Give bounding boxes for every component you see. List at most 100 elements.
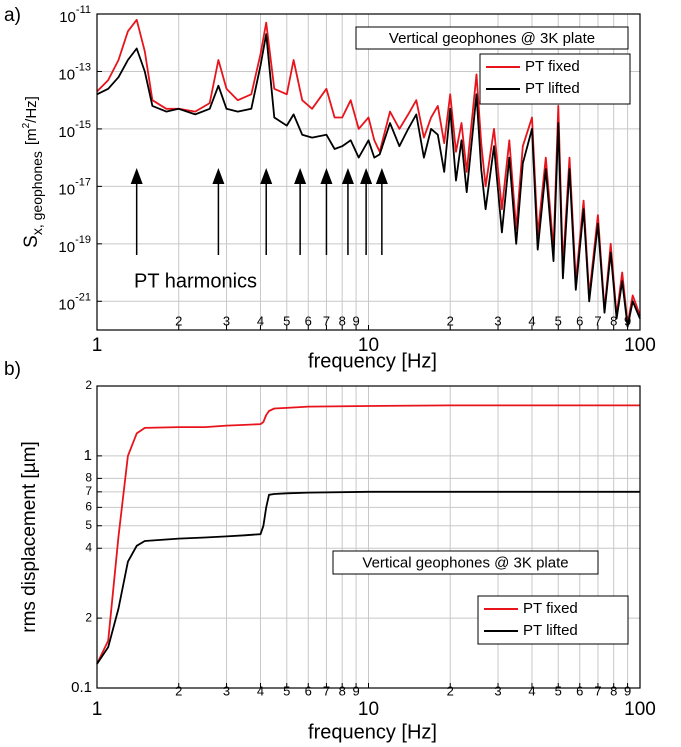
y-tick-label: 2 [85,610,92,624]
x-tick-label: 8 [610,683,617,698]
y-tick-label: 5 [85,518,92,532]
x-tick-label: 3 [494,313,501,328]
y-label-unit-end: /Hz] [23,96,40,123]
x-tick-label: 4 [528,683,535,698]
harmonic-arrow-head [375,168,388,184]
x-tick-label: 100 [624,335,656,356]
legend-label: PT fixed [525,58,580,75]
y-tick-label: 10-21 [58,291,91,313]
x-tick-label: 7 [323,683,330,698]
y-tick-label: 10-17 [58,176,91,198]
y-tick-exponent: -13 [75,61,91,73]
x-tick-label: 3 [494,683,501,698]
harmonic-arrow-head [294,168,307,184]
x-tick-label: 2 [447,313,454,328]
x-tick-label: 8 [339,313,346,328]
y-tick-label: 6 [85,500,92,514]
series-line [96,33,641,328]
x-tick-label: 4 [257,313,264,328]
x-tick-label: 1 [92,335,103,356]
x-tick-label: 9 [352,313,359,328]
y-axis-label: rms displacement [µm] [19,441,40,633]
y-tick-exponent: -17 [75,176,91,188]
y-tick-exponent: -11 [76,4,91,16]
x-tick-label: 2 [175,683,182,698]
y-tick-label: 10-15 [58,119,91,141]
y-tick-exponent: -15 [75,119,91,131]
x-tick-label: 100 [624,699,656,720]
x-tick-label: 3 [223,313,230,328]
x-tick-label: 9 [624,683,631,698]
harmonic-arrow-head [130,168,143,184]
x-tick-label: 6 [576,313,583,328]
y-tick-base: 10 [58,124,75,141]
x-tick-label: 7 [594,683,601,698]
x-tick-label: 10 [358,699,379,720]
panel-label: a) [4,5,21,26]
annotation-text: PT harmonics [134,270,257,292]
x-axis-label: frequency [Hz] [308,721,437,743]
y-label-main: S [21,235,42,248]
x-tick-label: 7 [323,313,330,328]
x-tick-label: 1 [92,699,103,720]
x-tick-label: 4 [257,683,264,698]
y-tick-label: 10-13 [58,61,91,83]
y-label-unit: [m [23,128,40,145]
y-tick-label: 8 [85,471,92,485]
x-tick-label: 7 [594,313,601,328]
y-tick-base: 10 [58,296,75,313]
legend-box [479,53,631,105]
x-tick-label: 10 [358,335,379,356]
panel-label: b) [4,359,21,380]
x-tick-label: 5 [283,313,290,328]
y-tick-exponent: -19 [75,234,91,246]
legend-label: PT lifted [525,80,580,97]
x-tick-label: 5 [555,683,562,698]
x-tick-label: 5 [555,313,562,328]
y-tick-exponent: -21 [75,291,91,303]
y-label-unit-sup: 2 [21,122,32,128]
series-line [96,490,640,665]
plot-frame [96,385,641,689]
x-tick-label: 6 [305,683,312,698]
y-tick-base: 10 [58,66,75,83]
y-tick-label: 10-19 [58,234,91,256]
harmonic-arrow-head [360,168,373,184]
x-tick-label: 9 [352,683,359,698]
x-tick-label: 8 [610,313,617,328]
harmonic-arrow-head [260,168,273,184]
text-box [332,550,599,575]
x-tick-label: 2 [175,313,182,328]
series-line [96,404,640,665]
x-axis-label: frequency [Hz] [308,350,437,372]
x-tick-label: 8 [339,683,346,698]
harmonic-arrow-head [341,168,354,184]
plot-frame [96,13,641,331]
y-tick-base: 10 [58,239,75,256]
y-tick-label: 1 [84,447,92,464]
y-tick-base: 10 [58,181,75,198]
x-tick-label: 3 [223,683,230,698]
legend-label: PT fixed [523,600,578,617]
harmonic-arrow-head [320,168,333,184]
legend-box [477,595,629,645]
harmonic-arrow-head [212,168,225,184]
text-box [355,26,629,50]
x-tick-label: 4 [528,313,535,328]
y-axis-label: Sx, geophones [m2/Hz] [21,96,45,248]
y-tick-label: 7 [85,484,92,498]
x-tick-label: 2 [447,683,454,698]
box-text: Vertical geophones @ 3K plate [389,30,595,47]
box-text: Vertical geophones @ 3K plate [362,554,568,571]
y-tick-label: 10-11 [59,4,91,26]
y-tick-label: 4 [85,540,92,554]
legend-label: PT lifted [523,622,578,639]
y-tick-label: 2 [85,378,92,392]
y-tick-label: 0.1 [71,679,92,696]
x-tick-label: 6 [305,313,312,328]
y-label-main: rms displacement [µm] [19,441,40,633]
y-label-subscript: x, geophones [29,151,45,235]
y-tick-base: 10 [59,9,76,26]
